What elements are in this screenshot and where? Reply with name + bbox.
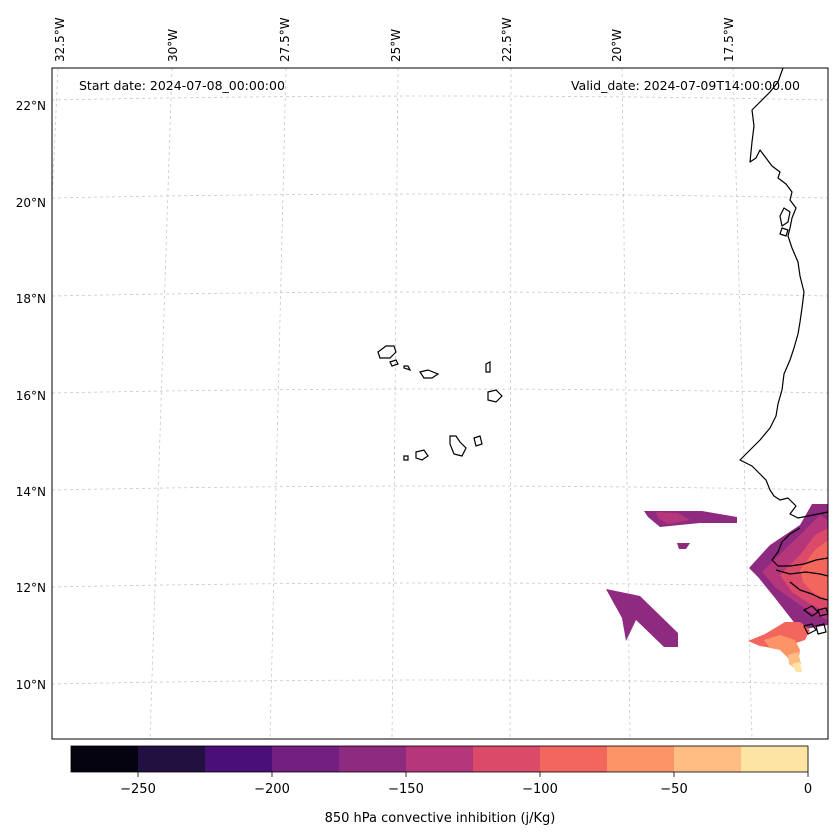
island-brava (403, 455, 409, 461)
lat-label: 10°N (16, 678, 46, 692)
lat-labels: 22°N 20°N 18°N 16°N 14°N 12°N 10°N (16, 99, 46, 692)
colorbar: −250 −200 −150 −100 −50 0 850 hPa convec… (70, 745, 812, 826)
lat-label: 20°N (16, 196, 46, 210)
colorbar-swatch (339, 746, 407, 772)
colorbar-tick-label: −100 (522, 782, 558, 797)
map-frame (51, 67, 829, 740)
colorbar-swatch (71, 746, 139, 772)
valid-date: Valid_date: 2024-07-09T14:00:00.00 (571, 78, 800, 93)
colorbar-swatch (607, 746, 675, 772)
colorbar-tick-label: −200 (254, 782, 290, 797)
senegal-coast (771, 527, 828, 567)
colorbar-swatch (540, 746, 608, 772)
colorbar-swatch (272, 746, 340, 772)
island-sao-vicente (389, 359, 399, 367)
island-sao-nicolau (419, 369, 440, 379)
lat-label: 16°N (16, 389, 46, 403)
lat-label: 14°N (16, 485, 46, 499)
colorbar-tick-labels: −250 −200 −150 −100 −50 0 (120, 782, 812, 797)
island-santa-luzia (403, 365, 412, 372)
colorbar-swatch (674, 746, 742, 772)
lon-label: 30°W (166, 29, 180, 62)
colorbar-frame (70, 745, 809, 773)
cin-region-coast-core (800, 540, 828, 600)
island-santiago (449, 435, 467, 457)
western-sahara-island (779, 207, 791, 227)
coastlines (739, 68, 828, 635)
cin-region-north-band-core (656, 512, 690, 524)
lon-label: 25°W (389, 29, 403, 62)
island-boa-vista (487, 389, 503, 403)
lat-label: 18°N (16, 292, 46, 306)
island-maio (473, 435, 483, 447)
colorbar-tick-label: −50 (660, 782, 687, 797)
colorbar-swatch (138, 746, 206, 772)
guinea-coast (789, 581, 828, 601)
island-sal (485, 361, 491, 373)
lon-label: 27.5°W (278, 17, 292, 62)
island-santo-antao (377, 345, 397, 359)
coast-isle-2 (779, 227, 789, 237)
lon-label: 17.5°W (722, 17, 736, 62)
colorbar-swatch (406, 746, 474, 772)
bissagos (803, 623, 827, 635)
gambia-border (775, 569, 828, 577)
colorbar-swatch (473, 746, 541, 772)
map-panel (52, 68, 828, 739)
lon-label: 20°W (610, 29, 624, 62)
lon-label: 22.5°W (500, 17, 514, 62)
cape-verde-islands (377, 345, 503, 461)
lon-labels: 32.5°W 30°W 27.5°W 25°W 22.5°W 20°W 17.5… (53, 17, 736, 62)
lon-label: 32.5°W (53, 17, 67, 62)
island-fogo (415, 449, 429, 461)
start-date: Start date: 2024-07-08_00:00:00 (79, 78, 285, 93)
colorbar-tick-label: −250 (120, 782, 156, 797)
colorbar-tick-label: 0 (804, 782, 812, 797)
colorbar-label: 850 hPa convective inhibition (j/Kg) (325, 811, 556, 826)
cin-region-south-end (792, 662, 802, 672)
cin-region-diagonal (606, 589, 678, 647)
colorbar-ticks (137, 772, 809, 777)
coast-islands (803, 605, 828, 617)
lat-label: 22°N (16, 99, 46, 113)
cin-region-small-patch (677, 543, 690, 549)
colorbar-swatch (741, 746, 809, 772)
colorbar-tick-label: −150 (388, 782, 424, 797)
colorbar-swatches (71, 746, 809, 772)
colorbar-swatch (205, 746, 273, 772)
lat-label: 12°N (16, 581, 46, 595)
africa-coastline (739, 68, 828, 519)
